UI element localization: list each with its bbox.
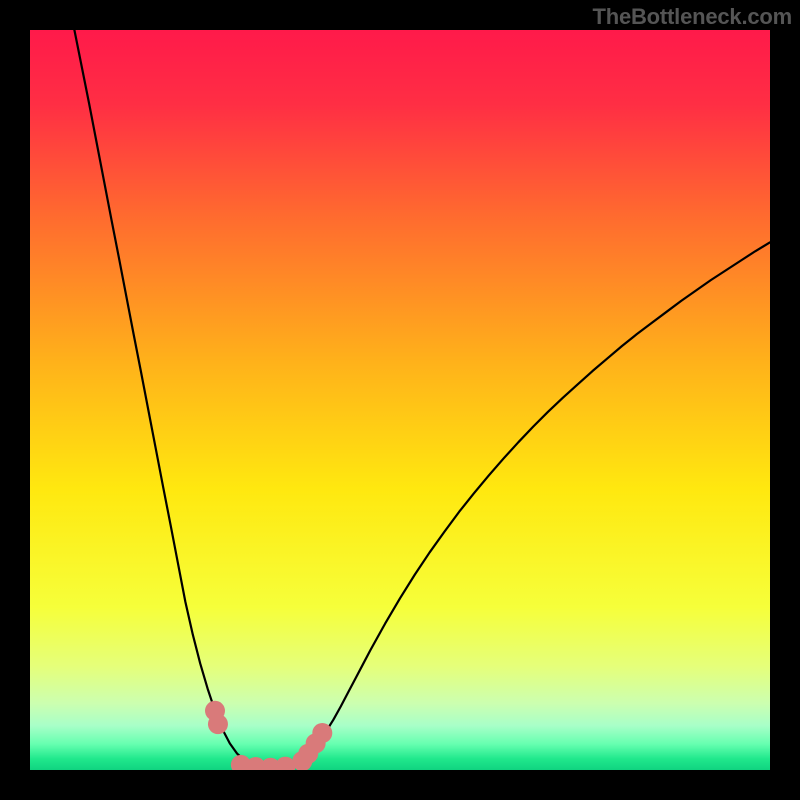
gradient-background — [30, 30, 770, 770]
marker-point — [208, 714, 228, 734]
watermark-text: TheBottleneck.com — [592, 4, 792, 30]
marker-point — [312, 723, 332, 743]
plot-area — [30, 30, 770, 770]
chart-frame: TheBottleneck.com — [0, 0, 800, 800]
chart-svg — [30, 30, 770, 770]
